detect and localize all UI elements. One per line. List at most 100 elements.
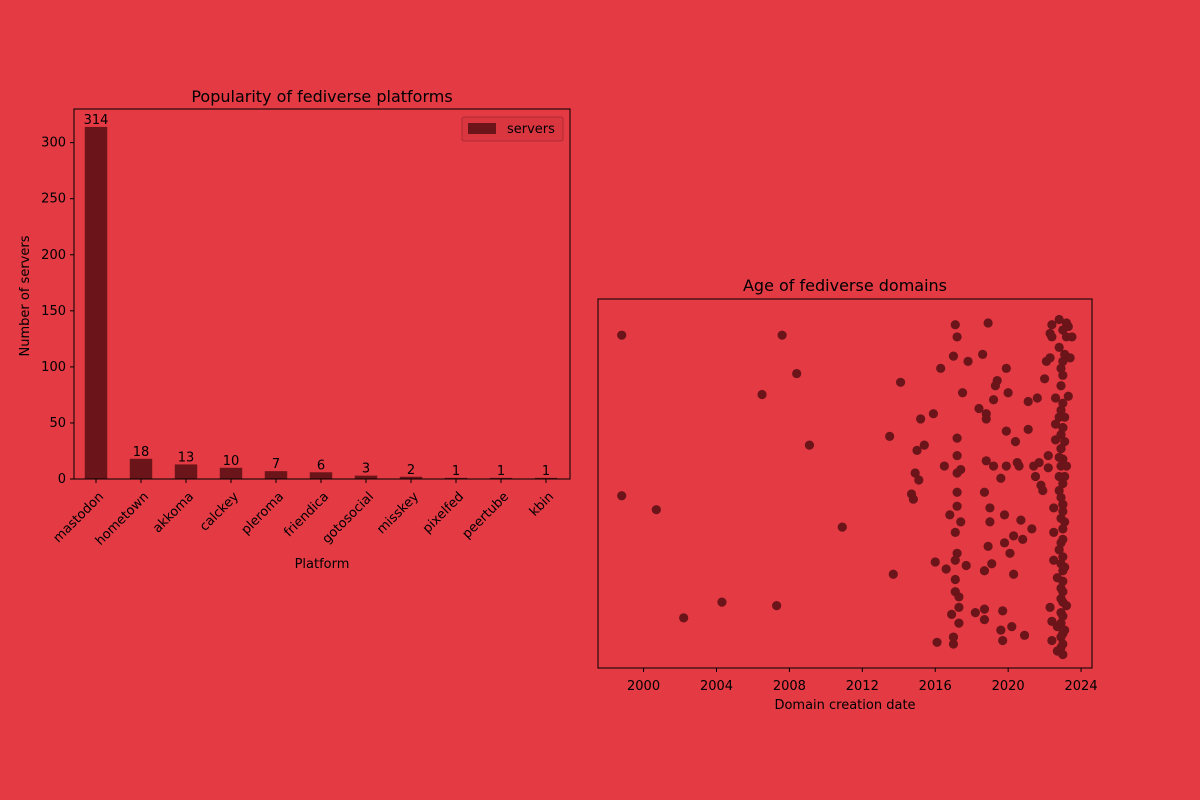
scatter-point <box>954 602 964 612</box>
bar-ytick-label: 0 <box>58 472 66 487</box>
bar <box>174 464 198 479</box>
scatter-point <box>948 351 959 361</box>
bar-ytick-label: 200 <box>41 248 66 263</box>
scatter-point <box>985 517 995 527</box>
scatter-point <box>1058 611 1068 621</box>
scatter-point <box>1050 419 1061 429</box>
bar-ytick-label: 250 <box>41 192 66 207</box>
bar <box>309 472 333 479</box>
scatter-point <box>1058 534 1068 544</box>
scatter-marks: 2000 2004 2008 2012 2016 2020 2024 <box>617 314 1098 694</box>
bar-value-label: 6 <box>317 458 325 473</box>
scatter-point <box>757 389 767 400</box>
scatter-point <box>1060 471 1070 482</box>
scatter-point <box>1054 452 1064 462</box>
scatter-xtick-label: 2012 <box>846 679 879 694</box>
scatter-point <box>1016 515 1026 525</box>
scatter-point <box>1030 471 1041 482</box>
scatter-point <box>998 635 1008 646</box>
scatter-point <box>1058 587 1068 597</box>
bar-value-label: 1 <box>542 464 550 479</box>
bar <box>84 126 108 479</box>
scatter-point <box>804 440 815 450</box>
scatter-point <box>1045 602 1055 612</box>
scatter-point <box>1005 548 1015 558</box>
scatter-point <box>1065 353 1075 363</box>
scatter-point <box>952 433 962 443</box>
bar-xtick-label: pixelfed <box>420 489 467 536</box>
scatter-point <box>1003 388 1013 398</box>
scatter-point <box>979 615 990 625</box>
bar-value-label: 13 <box>178 450 195 465</box>
bar-value-label: 1 <box>497 464 505 479</box>
scatter-point <box>957 388 968 398</box>
scatter-point <box>1058 356 1068 366</box>
bar-xtick-label: akkoma <box>150 489 197 536</box>
scatter-point <box>1058 478 1068 489</box>
scatter-point <box>1043 450 1053 461</box>
scatter-point <box>1009 531 1019 541</box>
scatter-point <box>988 461 999 471</box>
scatter-point <box>1056 381 1066 391</box>
scatter-point <box>916 414 926 424</box>
scatter-plot-frame <box>597 298 1093 669</box>
scatter-point <box>895 377 906 387</box>
bar <box>219 467 243 479</box>
scatter-point <box>1047 320 1057 330</box>
bar <box>129 458 153 479</box>
scatter-point <box>1054 485 1064 496</box>
bar-plot-frame <box>73 108 571 480</box>
bar-chart-legend: servers <box>461 116 564 142</box>
scatter-xtick-label: 2004 <box>700 679 733 694</box>
scatter-point <box>1056 492 1066 503</box>
scatter-point <box>1058 576 1068 586</box>
scatter-point <box>1060 437 1070 447</box>
scatter-point <box>617 491 627 501</box>
scatter-point <box>1007 621 1017 632</box>
scatter-point <box>998 606 1008 616</box>
scatter-xtick-label: 2008 <box>773 679 806 694</box>
scatter-point <box>1023 424 1033 435</box>
scatter-point <box>990 381 1000 391</box>
scatter-point <box>956 464 966 475</box>
scatter-point <box>985 503 995 513</box>
scatter-point <box>952 501 962 511</box>
scatter-point <box>1023 396 1033 407</box>
scatter-point <box>950 574 960 585</box>
scatter-point <box>1056 363 1066 373</box>
scatter-point <box>974 403 984 414</box>
scatter-point <box>928 409 939 419</box>
scatter-chart-title: Age of fediverse domains <box>743 276 947 295</box>
scatter-point <box>941 564 951 574</box>
scatter-point <box>617 330 627 340</box>
scatter-point <box>1061 318 1072 328</box>
scatter-point <box>1054 342 1064 352</box>
scatter-point <box>1001 461 1011 471</box>
scatter-point <box>936 363 946 373</box>
scatter-point <box>1043 463 1053 473</box>
scatter-point <box>952 548 962 558</box>
scatter-point <box>1056 430 1066 440</box>
scatter-point <box>1060 625 1070 635</box>
scatter-point <box>651 505 661 515</box>
bar-xtick-label: misskey <box>374 489 422 537</box>
scatter-point <box>981 409 991 419</box>
scatter-point <box>999 510 1010 520</box>
scatter-point <box>1027 524 1037 534</box>
bar-value-label: 314 <box>84 113 109 128</box>
scatter-point <box>1047 635 1057 646</box>
scatter-point <box>1049 527 1059 537</box>
scatter-point <box>963 356 973 366</box>
bar-value-label: 10 <box>223 454 240 469</box>
bar-ytick-label: 50 <box>49 416 66 431</box>
bar <box>444 477 468 479</box>
bar-value-label: 3 <box>362 462 370 477</box>
scatter-point <box>837 522 847 532</box>
scatter-point <box>987 559 997 569</box>
scatter-point <box>988 395 999 405</box>
scatter-point <box>908 494 918 504</box>
scatter-point <box>1058 398 1068 408</box>
scatter-point <box>1009 569 1019 579</box>
scatter-point <box>930 557 940 567</box>
